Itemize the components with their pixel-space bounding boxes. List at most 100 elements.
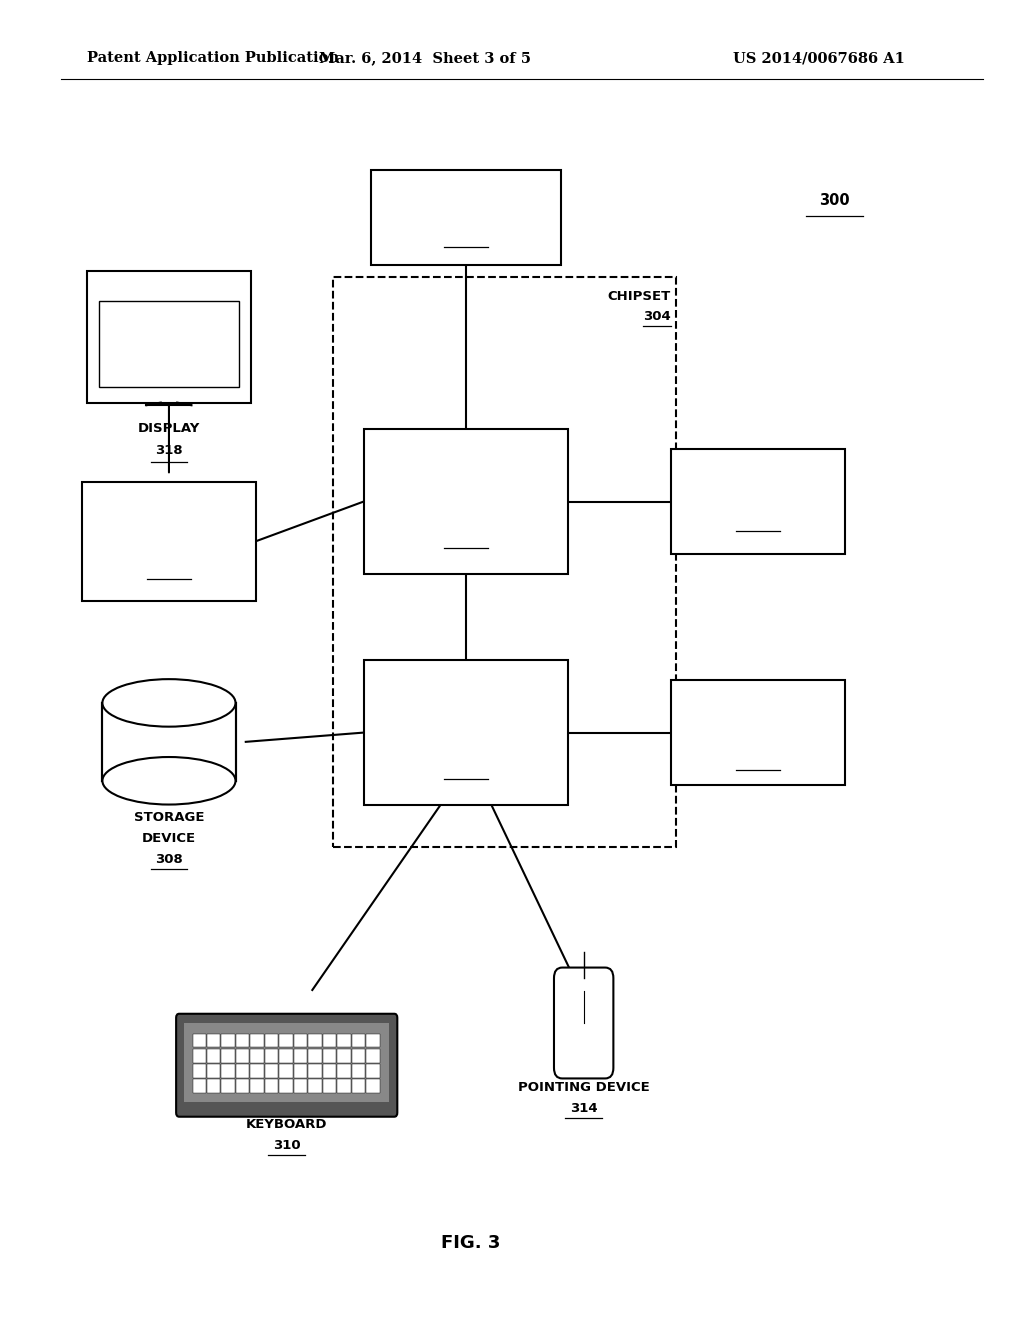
Bar [236,1034,250,1048]
Bar [323,1048,337,1063]
Bar [207,1048,220,1063]
Text: CHIPSET: CHIPSET [607,290,671,304]
Bar [87,271,251,403]
Bar [280,1034,293,1048]
Bar [221,1080,234,1093]
Bar [352,1048,366,1063]
Bar [308,1064,322,1077]
Bar [333,277,676,847]
Bar [236,1080,250,1093]
Bar [265,1080,279,1093]
Bar [323,1064,337,1077]
Bar [251,1048,264,1063]
Text: CONTROLLER: CONTROLLER [417,482,515,495]
Bar [364,660,568,805]
Text: HUB: HUB [450,499,482,512]
Bar [265,1048,279,1063]
Bar [236,1064,250,1077]
Bar [207,1034,220,1048]
Ellipse shape [102,678,236,726]
FancyBboxPatch shape [554,968,613,1078]
Bar [367,1080,380,1093]
Text: 304: 304 [643,310,671,323]
Text: DISPLAY: DISPLAY [138,422,200,436]
Text: 316: 316 [744,755,771,767]
Bar [294,1034,307,1048]
Text: POINTING DEVICE: POINTING DEVICE [518,1081,649,1094]
Bar [265,1034,279,1048]
Bar [338,1034,351,1048]
FancyBboxPatch shape [176,1014,397,1117]
Bar [251,1064,264,1077]
Bar [99,301,239,387]
Bar [221,1048,234,1063]
Text: FIG. 3: FIG. 3 [441,1234,501,1253]
Bar [294,1064,307,1077]
Text: 314: 314 [570,1102,597,1115]
Bar [207,1064,220,1077]
Bar [352,1080,366,1093]
Text: 318: 318 [156,444,182,457]
Bar [372,170,561,265]
Bar [193,1080,206,1093]
Text: Patent Application Publication: Patent Application Publication [87,51,339,65]
Bar [251,1034,264,1048]
Bar [221,1034,234,1048]
Bar [221,1064,234,1077]
Bar [280,1080,293,1093]
Bar [236,1048,250,1063]
Bar [294,1048,307,1063]
Bar [338,1064,351,1077]
Bar [367,1034,380,1048]
Bar [193,1064,206,1077]
Text: NETWORK: NETWORK [720,705,796,717]
Text: 332: 332 [453,763,479,776]
Text: 312: 312 [156,562,182,576]
Bar [308,1034,322,1048]
Text: MEMORY: MEMORY [725,482,791,495]
Text: DEVICE: DEVICE [142,833,196,845]
Bar [338,1048,351,1063]
Text: 306: 306 [743,515,772,528]
Bar [338,1080,351,1093]
Bar [193,1034,206,1048]
Bar [323,1034,337,1048]
Bar [308,1080,322,1093]
Text: GRAPHICS: GRAPHICS [131,513,207,525]
Text: PROCESSOR: PROCESSOR [421,198,511,211]
Text: US 2014/0067686 A1: US 2014/0067686 A1 [733,51,905,65]
Bar [102,702,236,780]
Bar [207,1080,220,1093]
Text: KEYBOARD: KEYBOARD [246,1118,328,1131]
Text: ADAPTER: ADAPTER [723,722,793,734]
Text: ADAPTER: ADAPTER [134,531,204,543]
Bar [367,1048,380,1063]
Text: HUB: HUB [450,730,482,743]
Bar [671,449,845,554]
Text: 310: 310 [273,1139,300,1152]
Bar [251,1080,264,1093]
Bar [184,1023,389,1102]
Ellipse shape [102,758,236,804]
Text: 300: 300 [819,193,850,209]
Bar [193,1048,206,1063]
Bar [308,1048,322,1063]
Bar [671,680,845,785]
Text: 308: 308 [155,853,183,866]
Text: CONTROLLER: CONTROLLER [417,713,515,726]
Bar [294,1080,307,1093]
Bar [280,1064,293,1077]
Bar [265,1064,279,1077]
Text: MEMORY: MEMORY [433,465,499,478]
Text: 302: 302 [453,231,479,244]
Bar [280,1048,293,1063]
Bar [323,1080,337,1093]
Bar [367,1064,380,1077]
Bar [364,429,568,574]
Text: STORAGE: STORAGE [134,810,204,824]
Bar [82,482,256,601]
Bar [352,1034,366,1048]
Text: I/O: I/O [456,696,476,709]
Text: Mar. 6, 2014  Sheet 3 of 5: Mar. 6, 2014 Sheet 3 of 5 [318,51,531,65]
Bar [352,1064,366,1077]
